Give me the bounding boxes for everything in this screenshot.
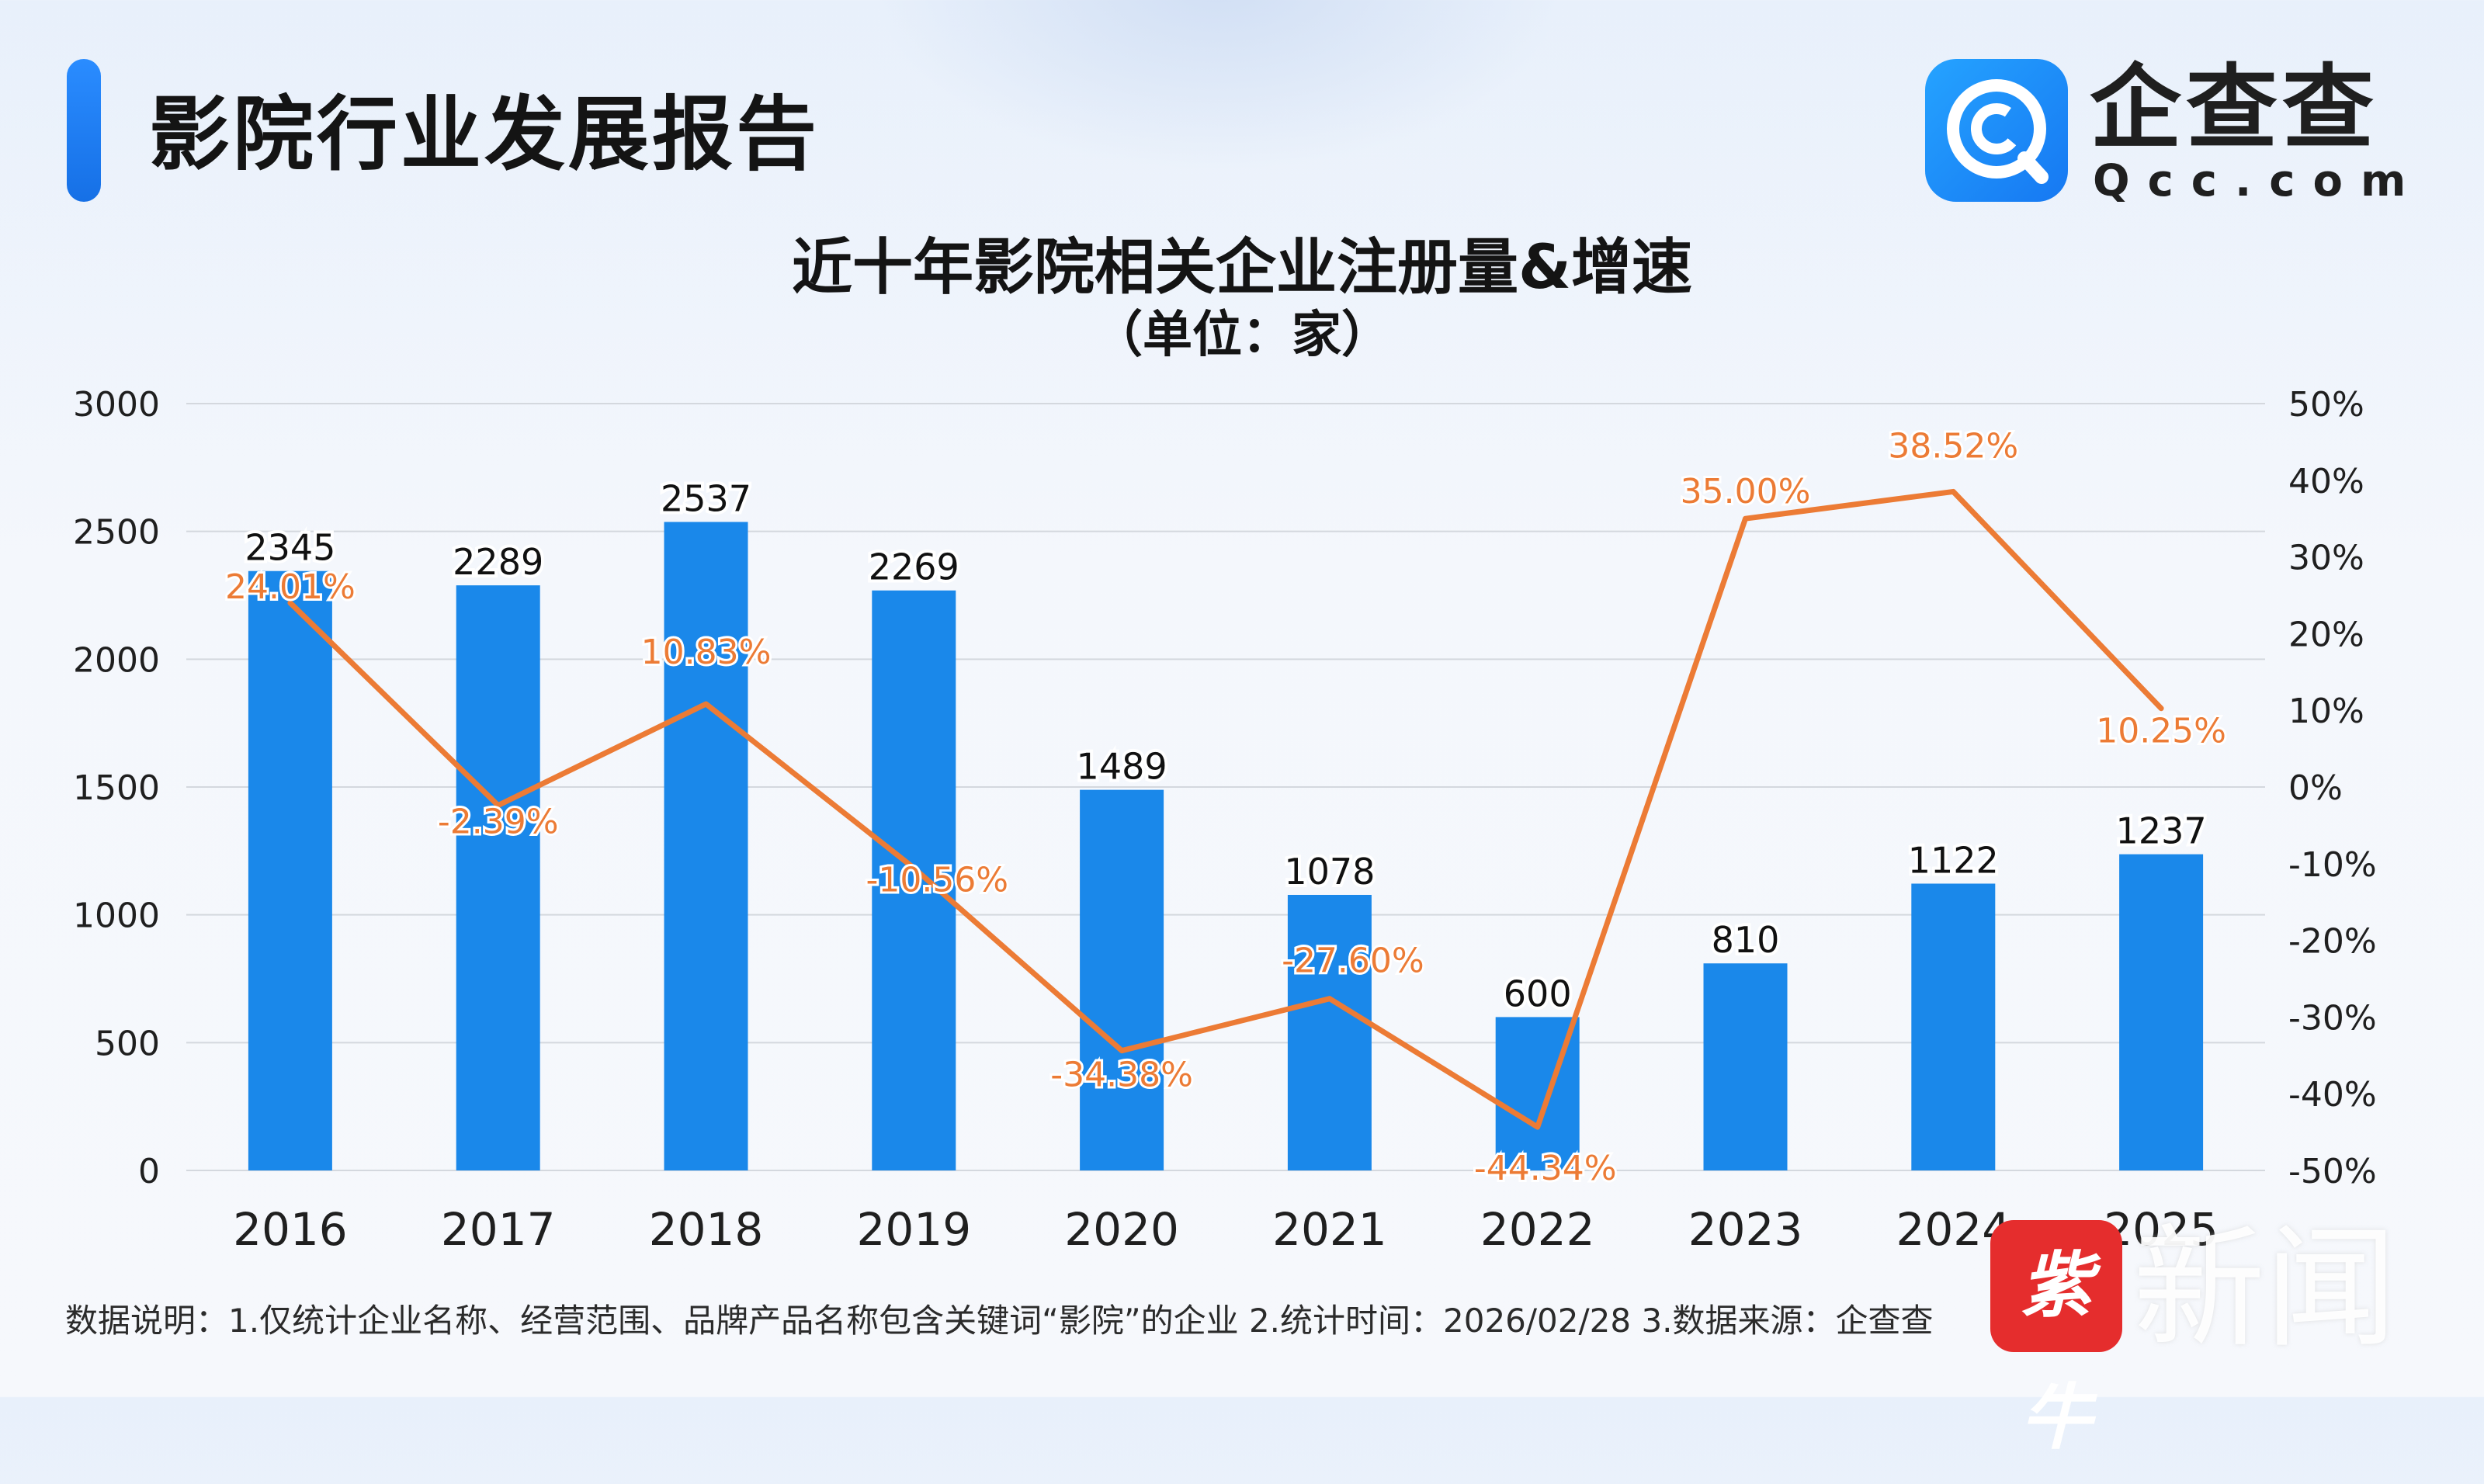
y-tick-label: 3000 xyxy=(73,385,160,425)
watermark-seal: 紫牛 xyxy=(1990,1220,2122,1459)
y2-tick-label: -20% xyxy=(2288,922,2377,962)
growth-rate-label: 35.00% xyxy=(1681,472,1811,511)
data-footnote: 数据说明：1.仅统计企业名称、经营范围、品牌产品名称包含关键词“影院”的企业 2… xyxy=(65,1302,1934,1340)
qcc-logo-icon xyxy=(1925,59,2068,202)
bar-value-label: 1122 xyxy=(1908,839,1999,881)
x-tick-label: 2017 xyxy=(441,1203,556,1256)
news-watermark: 紫牛 新闻 xyxy=(1990,1215,2456,1459)
growth-rate-label: 38.52% xyxy=(1888,426,2018,466)
growth-rate-label: -2.39% xyxy=(438,803,559,842)
bar xyxy=(872,590,956,1170)
bar xyxy=(1080,789,1164,1170)
combo-chart: 0 500 1000 1500 2000 2500 3000 -50% -40% -30% -20%… xyxy=(73,385,2377,1256)
bar xyxy=(456,585,540,1170)
bar xyxy=(1911,883,1996,1170)
bar xyxy=(248,570,332,1170)
y2-tick-label: 40% xyxy=(2288,462,2364,501)
y-tick-label: 2500 xyxy=(73,513,160,553)
y-tick-label: 500 xyxy=(95,1024,160,1063)
bar-value-label: 1078 xyxy=(1284,851,1375,893)
chart-subtitle: （单位：家） xyxy=(1093,307,1391,364)
x-tick-label: 2016 xyxy=(233,1203,348,1256)
bar-value-label: 2269 xyxy=(869,546,959,588)
x-tick-label: 2025 xyxy=(2104,1203,2219,1256)
y2-tick-label: -50% xyxy=(2288,1152,2377,1191)
qcc-logo: 企查查 Qcc.com xyxy=(1925,54,2406,206)
chart-title: 近十年影院相关企业注册量&增速 xyxy=(791,233,1693,303)
y2-tick-label: 0% xyxy=(2288,768,2343,808)
watermark-text: 新闻 xyxy=(2133,1212,2398,1366)
x-tick-label: 2019 xyxy=(856,1203,971,1256)
bar xyxy=(1703,963,1788,1170)
growth-rate-label: -34.38% xyxy=(1050,1056,1193,1095)
x-tick-label: 2023 xyxy=(1688,1203,1803,1256)
bar-value-label: 1237 xyxy=(2116,810,2207,852)
y2-tick-label: -10% xyxy=(2288,845,2377,885)
growth-rate-label: -27.60% xyxy=(1282,941,1424,981)
y-tick-label: 1000 xyxy=(73,896,160,936)
logo-name: 企查查 xyxy=(2090,54,2379,161)
growth-rate-label: -44.34% xyxy=(1474,1149,1617,1188)
x-tick-label: 2021 xyxy=(1272,1203,1387,1256)
x-tick-label: 2020 xyxy=(1064,1203,1179,1256)
y2-tick-label: -40% xyxy=(2288,1075,2377,1115)
bar xyxy=(1287,894,1372,1170)
x-tick-label: 2018 xyxy=(649,1203,764,1256)
bar-value-label: 2345 xyxy=(245,527,335,569)
y-tick-label: 0 xyxy=(138,1152,160,1191)
x-tick-label: 2022 xyxy=(1480,1203,1595,1256)
y2-tick-label: 50% xyxy=(2288,385,2364,425)
bar-value-label: 1489 xyxy=(1077,746,1167,788)
title-accent-bar xyxy=(67,59,101,202)
y-tick-label: 1500 xyxy=(73,768,160,808)
y2-tick-label: 10% xyxy=(2288,692,2364,731)
logo-domain: Qcc.com xyxy=(2093,156,2424,206)
bar xyxy=(2119,854,2204,1170)
y2-tick-label: -30% xyxy=(2288,998,2377,1038)
bar-value-label: 2289 xyxy=(453,541,543,583)
growth-rate-label: 24.01% xyxy=(225,567,356,607)
growth-rate-label: 10.83% xyxy=(641,633,772,672)
growth-line xyxy=(287,488,2164,1130)
y2-tick-label: 20% xyxy=(2288,615,2364,654)
bar-value-label: 600 xyxy=(1504,973,1572,1014)
bar xyxy=(664,522,748,1170)
qcc-q-icon xyxy=(1947,79,2049,184)
bar-value-label: 2537 xyxy=(661,477,751,519)
growth-rate-label: 10.25% xyxy=(2096,712,2226,751)
growth-rate-label: -10.56% xyxy=(866,860,1008,900)
y-tick-label: 2000 xyxy=(73,640,160,680)
bar-value-label: 810 xyxy=(1712,919,1780,961)
report-title: 影院行业发展报告 xyxy=(149,87,820,182)
y2-tick-label: 30% xyxy=(2288,539,2364,578)
